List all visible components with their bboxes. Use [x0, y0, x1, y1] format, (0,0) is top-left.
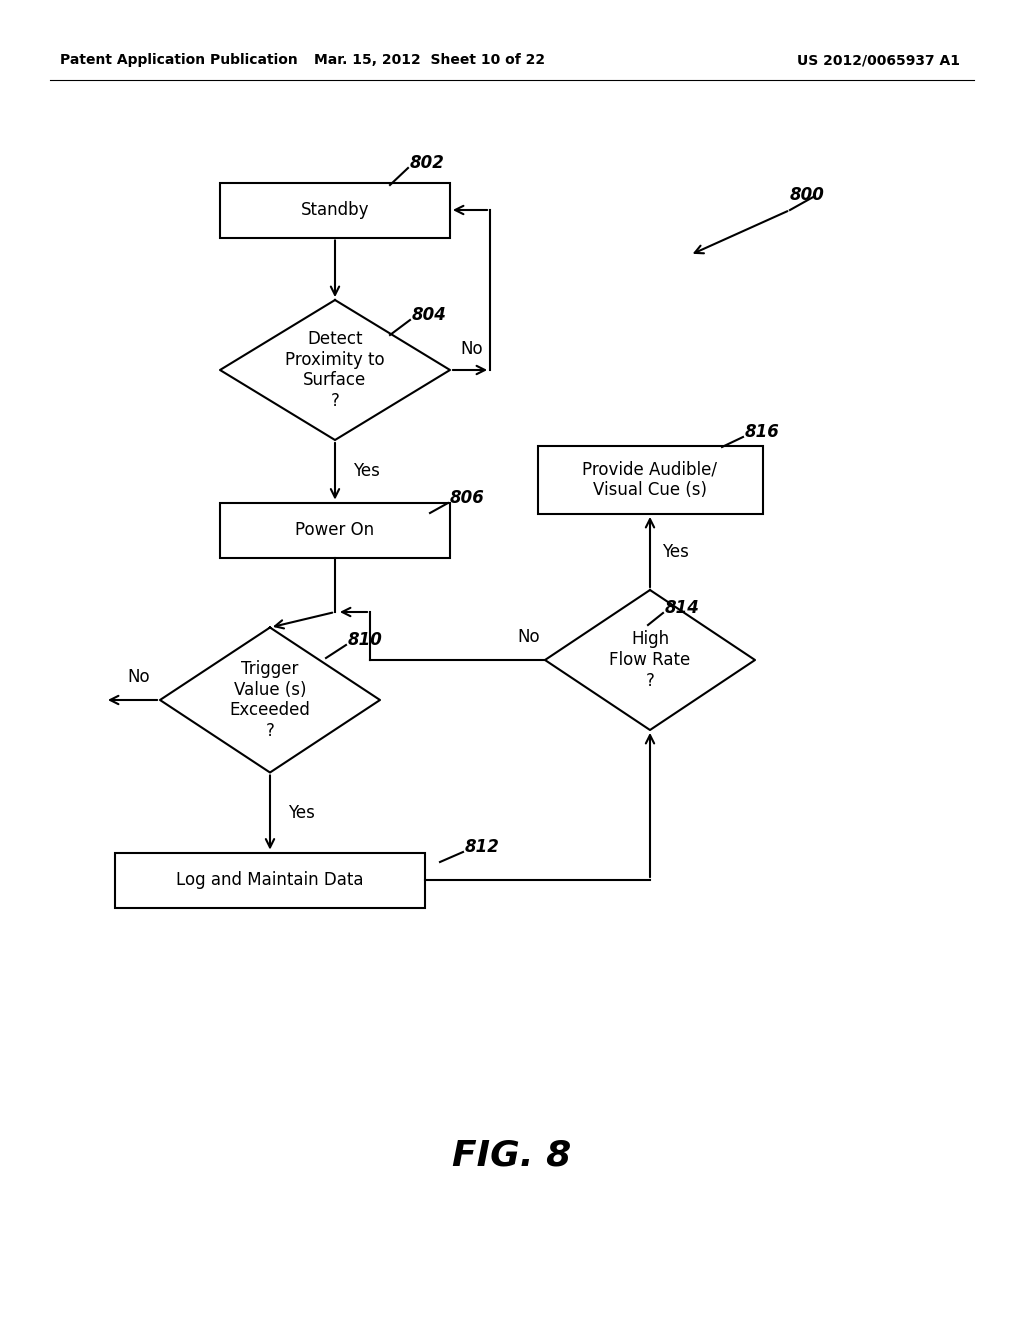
Text: 812: 812	[465, 838, 500, 855]
Polygon shape	[220, 300, 450, 440]
Text: Yes: Yes	[353, 462, 380, 480]
Text: Standby: Standby	[301, 201, 370, 219]
Text: 800: 800	[790, 186, 825, 205]
Text: No: No	[517, 628, 540, 645]
Text: US 2012/0065937 A1: US 2012/0065937 A1	[797, 53, 961, 67]
Bar	[538, 446, 763, 513]
Text: Provide Audible/
Visual Cue (s): Provide Audible/ Visual Cue (s)	[583, 461, 718, 499]
Polygon shape	[160, 627, 380, 772]
Text: 806: 806	[450, 488, 485, 507]
Text: Mar. 15, 2012  Sheet 10 of 22: Mar. 15, 2012 Sheet 10 of 22	[314, 53, 546, 67]
Polygon shape	[545, 590, 755, 730]
Text: Detect
Proximity to
Surface
?: Detect Proximity to Surface ?	[286, 330, 385, 411]
Bar	[220, 182, 450, 238]
Text: No: No	[460, 341, 482, 358]
Text: High
Flow Rate
?: High Flow Rate ?	[609, 630, 690, 690]
Text: Patent Application Publication: Patent Application Publication	[60, 53, 298, 67]
Text: Yes: Yes	[288, 804, 314, 821]
Text: Power On: Power On	[296, 521, 375, 539]
Text: Yes: Yes	[662, 543, 689, 561]
Text: Trigger
Value (s)
Exceeded
?: Trigger Value (s) Exceeded ?	[229, 660, 310, 741]
Text: FIG. 8: FIG. 8	[453, 1138, 571, 1172]
Bar	[115, 853, 425, 908]
Text: 814: 814	[665, 599, 699, 616]
Text: 816: 816	[745, 422, 780, 441]
Text: Log and Maintain Data: Log and Maintain Data	[176, 871, 364, 888]
Text: 804: 804	[412, 306, 446, 323]
Text: 810: 810	[348, 631, 383, 649]
Text: 802: 802	[410, 154, 444, 172]
Text: No: No	[127, 668, 150, 686]
Bar	[220, 503, 450, 557]
